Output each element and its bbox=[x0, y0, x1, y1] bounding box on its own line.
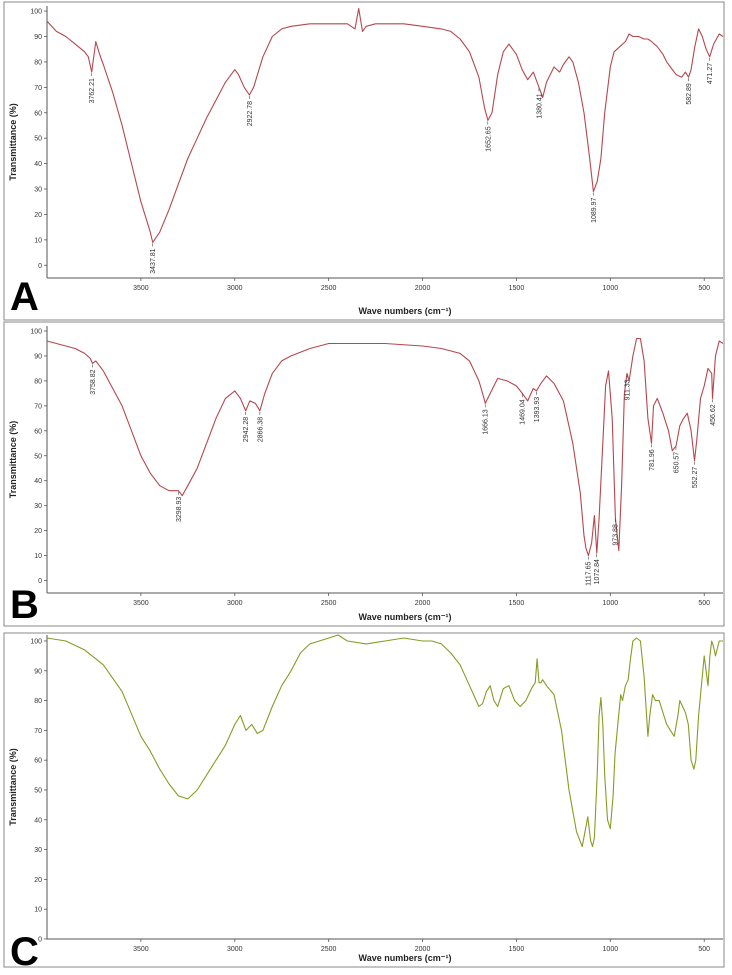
panel-a: 0 10 20 30 40 50 60 70 80 90 100 3500 3000 2500 2000 15… bbox=[0, 0, 732, 324]
panel-frame bbox=[3, 321, 725, 627]
ftir-chart-c: 0 10 20 30 40 50 60 70 80 90 100 3500 3000 2500 2000 15… bbox=[3, 632, 725, 974]
x-tick-label: 1000 bbox=[603, 946, 619, 953]
y-tick-label: 0 bbox=[38, 937, 42, 944]
x-tick-label: 3500 bbox=[133, 285, 149, 292]
peak-label: 1117.65 bbox=[586, 561, 593, 585]
y-tick-label: 10 bbox=[34, 553, 42, 560]
x-tick-label: 1500 bbox=[509, 600, 525, 607]
peak-label: 911.33 bbox=[624, 379, 631, 400]
peak-label: 1380.41 bbox=[536, 93, 543, 118]
y-tick-label: 50 bbox=[34, 453, 42, 460]
x-tick-label: 1000 bbox=[603, 600, 619, 607]
x-tick-label: 3500 bbox=[133, 946, 149, 953]
y-tick-label: 0 bbox=[38, 263, 42, 270]
y-tick-label: 70 bbox=[34, 403, 42, 410]
peak-label: 582.89 bbox=[686, 83, 693, 105]
peak-label: 471.27 bbox=[707, 63, 714, 85]
y-axis-title: Transmittance (%) bbox=[8, 421, 18, 499]
peak-label: 552.27 bbox=[692, 467, 699, 489]
panel-letter: A bbox=[10, 275, 39, 319]
peak-label: 1469.04 bbox=[520, 399, 527, 424]
y-tick-label: 40 bbox=[34, 817, 42, 824]
x-axis-title: Wave numbers (cm⁻¹) bbox=[359, 612, 452, 622]
y-tick-label: 70 bbox=[34, 85, 42, 92]
peak-label: 781.96 bbox=[649, 449, 656, 471]
y-tick-label: 30 bbox=[34, 187, 42, 194]
peak-label: 1072.84 bbox=[594, 559, 601, 584]
x-tick-label: 1500 bbox=[509, 285, 525, 292]
y-tick-label: 60 bbox=[34, 758, 42, 765]
y-tick-label: 20 bbox=[34, 877, 42, 884]
peak-label: 3762.21 bbox=[89, 78, 96, 103]
y-tick-label: 40 bbox=[34, 478, 42, 485]
x-tick-label: 3000 bbox=[227, 946, 243, 953]
y-tick-label: 90 bbox=[34, 668, 42, 675]
x-tick-label: 2500 bbox=[321, 600, 337, 607]
panel-frame bbox=[3, 1, 725, 321]
x-tick-label: 3000 bbox=[227, 600, 243, 607]
x-tick-label: 2000 bbox=[415, 600, 431, 607]
panel-letter: B bbox=[10, 583, 39, 627]
y-tick-label: 90 bbox=[34, 34, 42, 41]
peak-label: 650.57 bbox=[673, 452, 680, 474]
peak-label: 2942.28 bbox=[243, 417, 250, 442]
peak-label: 456.62 bbox=[710, 404, 717, 426]
y-tick-label: 80 bbox=[34, 378, 42, 385]
y-tick-label: 10 bbox=[34, 237, 42, 244]
y-tick-label: 70 bbox=[34, 728, 42, 735]
peak-label: 3437.81 bbox=[150, 248, 157, 273]
peak-label: 1666.13 bbox=[483, 409, 490, 434]
y-tick-label: 20 bbox=[34, 528, 42, 535]
panel-b: 0 10 20 30 40 50 60 70 80 90 100 3500 3000 2500 2000 15… bbox=[0, 320, 732, 630]
x-tick-label: 2000 bbox=[415, 946, 431, 953]
y-tick-label: 100 bbox=[30, 9, 42, 16]
spectrum-line bbox=[46, 7, 724, 243]
peak-label: 1393.93 bbox=[534, 397, 541, 422]
peak-label: 3758.82 bbox=[90, 369, 97, 394]
y-tick-label: 10 bbox=[34, 907, 42, 914]
ftir-chart-b: 0 10 20 30 40 50 60 70 80 90 100 3500 3000 2500 2000 15… bbox=[3, 321, 725, 627]
x-tick-label: 2500 bbox=[321, 285, 337, 292]
x-tick-label: 500 bbox=[698, 285, 710, 292]
panel-frame bbox=[3, 632, 725, 968]
y-tick-label: 80 bbox=[34, 59, 42, 66]
x-tick-label: 2000 bbox=[415, 285, 431, 292]
y-tick-label: 30 bbox=[34, 847, 42, 854]
ftir-chart-a: 0 10 20 30 40 50 60 70 80 90 100 3500 3000 2500 2000 15… bbox=[3, 1, 725, 321]
spectrum-line bbox=[46, 634, 723, 848]
y-tick-label: 100 bbox=[30, 328, 42, 335]
peak-label: 2866.38 bbox=[257, 417, 264, 442]
x-tick-label: 500 bbox=[698, 600, 710, 607]
y-tick-label: 30 bbox=[34, 503, 42, 510]
y-tick-label: 90 bbox=[34, 353, 42, 360]
x-tick-label: 500 bbox=[698, 946, 710, 953]
y-tick-label: 50 bbox=[34, 136, 42, 143]
x-tick-label: 1000 bbox=[603, 285, 619, 292]
y-axis-title: Transmittance (%) bbox=[8, 103, 18, 181]
peak-label: 1652.65 bbox=[485, 126, 492, 151]
x-tick-label: 3500 bbox=[133, 600, 149, 607]
y-tick-label: 100 bbox=[30, 638, 42, 645]
y-tick-label: 40 bbox=[34, 161, 42, 168]
y-tick-label: 60 bbox=[34, 428, 42, 435]
peak-label: 2922.78 bbox=[247, 101, 254, 126]
y-axis-title: Transmittance (%) bbox=[8, 748, 18, 826]
peak-label: 3298.93 bbox=[176, 497, 183, 522]
x-tick-label: 2500 bbox=[321, 946, 337, 953]
x-axis-title: Wave numbers (cm⁻¹) bbox=[359, 953, 452, 963]
y-tick-label: 20 bbox=[34, 212, 42, 219]
y-tick-label: 50 bbox=[34, 787, 42, 794]
y-tick-label: 60 bbox=[34, 110, 42, 117]
spectrum-line bbox=[46, 337, 724, 557]
x-tick-label: 3000 bbox=[227, 285, 243, 292]
panel-c: 0 10 20 30 40 50 60 70 80 90 100 3500 3000 2500 2000 15… bbox=[0, 630, 732, 975]
peak-label: 973.88 bbox=[613, 524, 620, 546]
x-axis-title: Wave numbers (cm⁻¹) bbox=[359, 306, 452, 316]
y-tick-label: 80 bbox=[34, 698, 42, 705]
panel-letter: C bbox=[10, 930, 39, 974]
peak-label: 1089.97 bbox=[591, 197, 598, 222]
y-tick-label: 0 bbox=[38, 578, 42, 585]
x-tick-label: 1500 bbox=[509, 946, 525, 953]
